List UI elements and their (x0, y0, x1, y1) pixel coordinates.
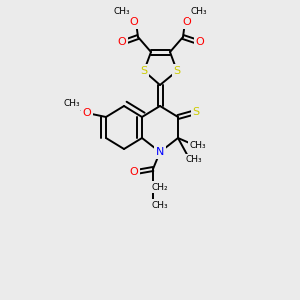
Text: CH₃: CH₃ (152, 200, 168, 209)
Text: CH₃: CH₃ (191, 8, 207, 16)
Text: N: N (156, 147, 164, 157)
Text: CH₃: CH₃ (186, 155, 202, 164)
Text: CH₃: CH₃ (190, 140, 206, 149)
Text: CH₃: CH₃ (114, 8, 130, 16)
Text: O: O (130, 17, 138, 27)
Text: S: S (140, 66, 148, 76)
Text: O: O (183, 17, 191, 27)
Text: S: S (173, 66, 181, 76)
Text: S: S (192, 107, 200, 117)
Text: O: O (130, 167, 138, 177)
Text: O: O (196, 37, 204, 47)
Text: O: O (118, 37, 126, 47)
Text: CH₂: CH₂ (152, 182, 168, 191)
Text: CH₃: CH₃ (64, 100, 80, 109)
Text: O: O (82, 108, 91, 118)
